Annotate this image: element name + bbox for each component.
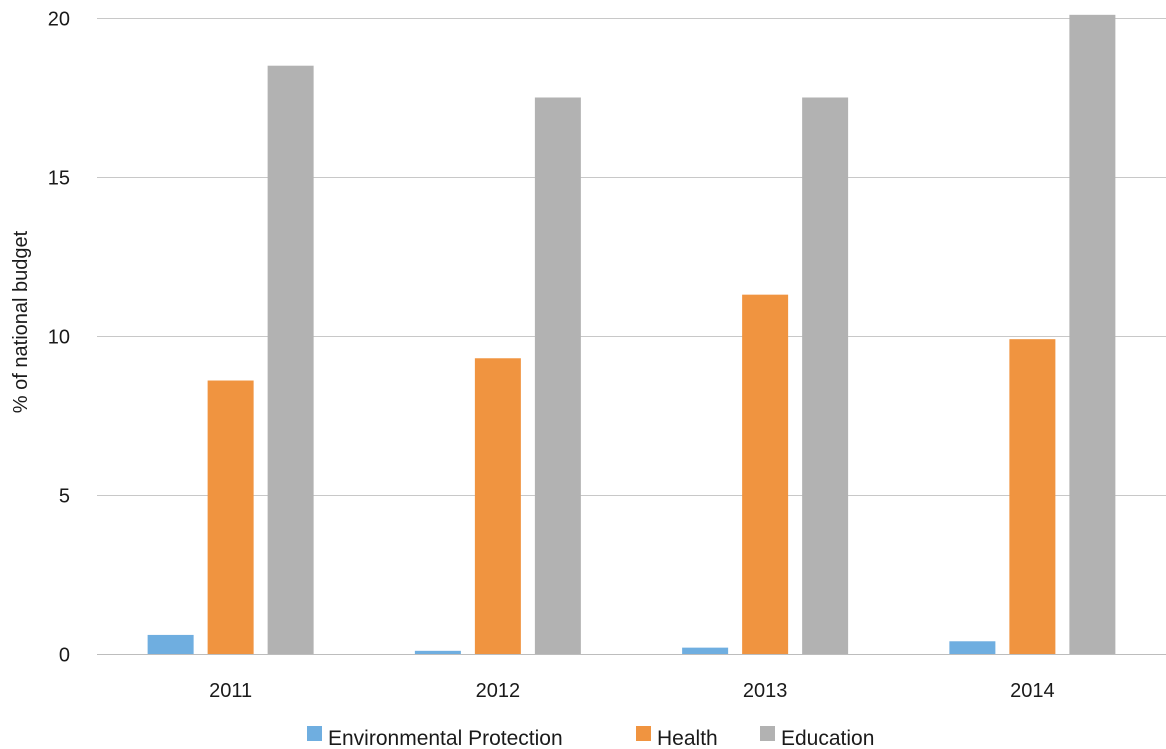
- legend-swatch-education: [760, 726, 775, 741]
- bar-environmental-protection-2012: [414, 650, 461, 654]
- y-tick-label: 0: [59, 645, 70, 667]
- bar-education-2011: [267, 65, 314, 654]
- bar-education-2014: [1069, 14, 1116, 654]
- bar-environmental-protection-2013: [682, 647, 729, 654]
- bar-health-2013: [742, 294, 789, 654]
- bar-environmental-protection-2014: [949, 641, 996, 654]
- x-tick-label: 2012: [476, 680, 521, 702]
- legend-label: Health: [657, 727, 718, 749]
- legend-swatch-environmental-protection: [307, 726, 322, 741]
- y-tick-label: 5: [59, 486, 70, 508]
- legend-label: Education: [781, 727, 874, 749]
- x-tick-label: 2014: [1010, 680, 1055, 702]
- legend-label: Environmental Protection: [328, 727, 563, 749]
- bar-health-2011: [207, 380, 254, 654]
- bar-health-2014: [1009, 339, 1056, 654]
- y-axis-title: % of national budget: [10, 230, 32, 413]
- bar-education-2013: [802, 97, 849, 654]
- x-tick-labels: 2011 2012 2013 2014: [209, 680, 1055, 702]
- bar-education-2012: [534, 97, 581, 654]
- x-tick-label: 2013: [743, 680, 788, 702]
- y-tick-label: 15: [48, 168, 70, 190]
- y-tick-labels: 0 5 10 15 20: [48, 9, 70, 667]
- x-tick-label: 2011: [209, 680, 252, 702]
- gridlines: [97, 18, 1166, 496]
- legend: Environmental Protection Health Education: [307, 726, 874, 749]
- bars: [147, 14, 1116, 654]
- bar-environmental-protection-2011: [147, 634, 194, 654]
- y-tick-label: 10: [48, 327, 70, 349]
- y-tick-label: 20: [48, 9, 70, 31]
- legend-swatch-health: [636, 726, 651, 741]
- bar-health-2012: [474, 358, 521, 654]
